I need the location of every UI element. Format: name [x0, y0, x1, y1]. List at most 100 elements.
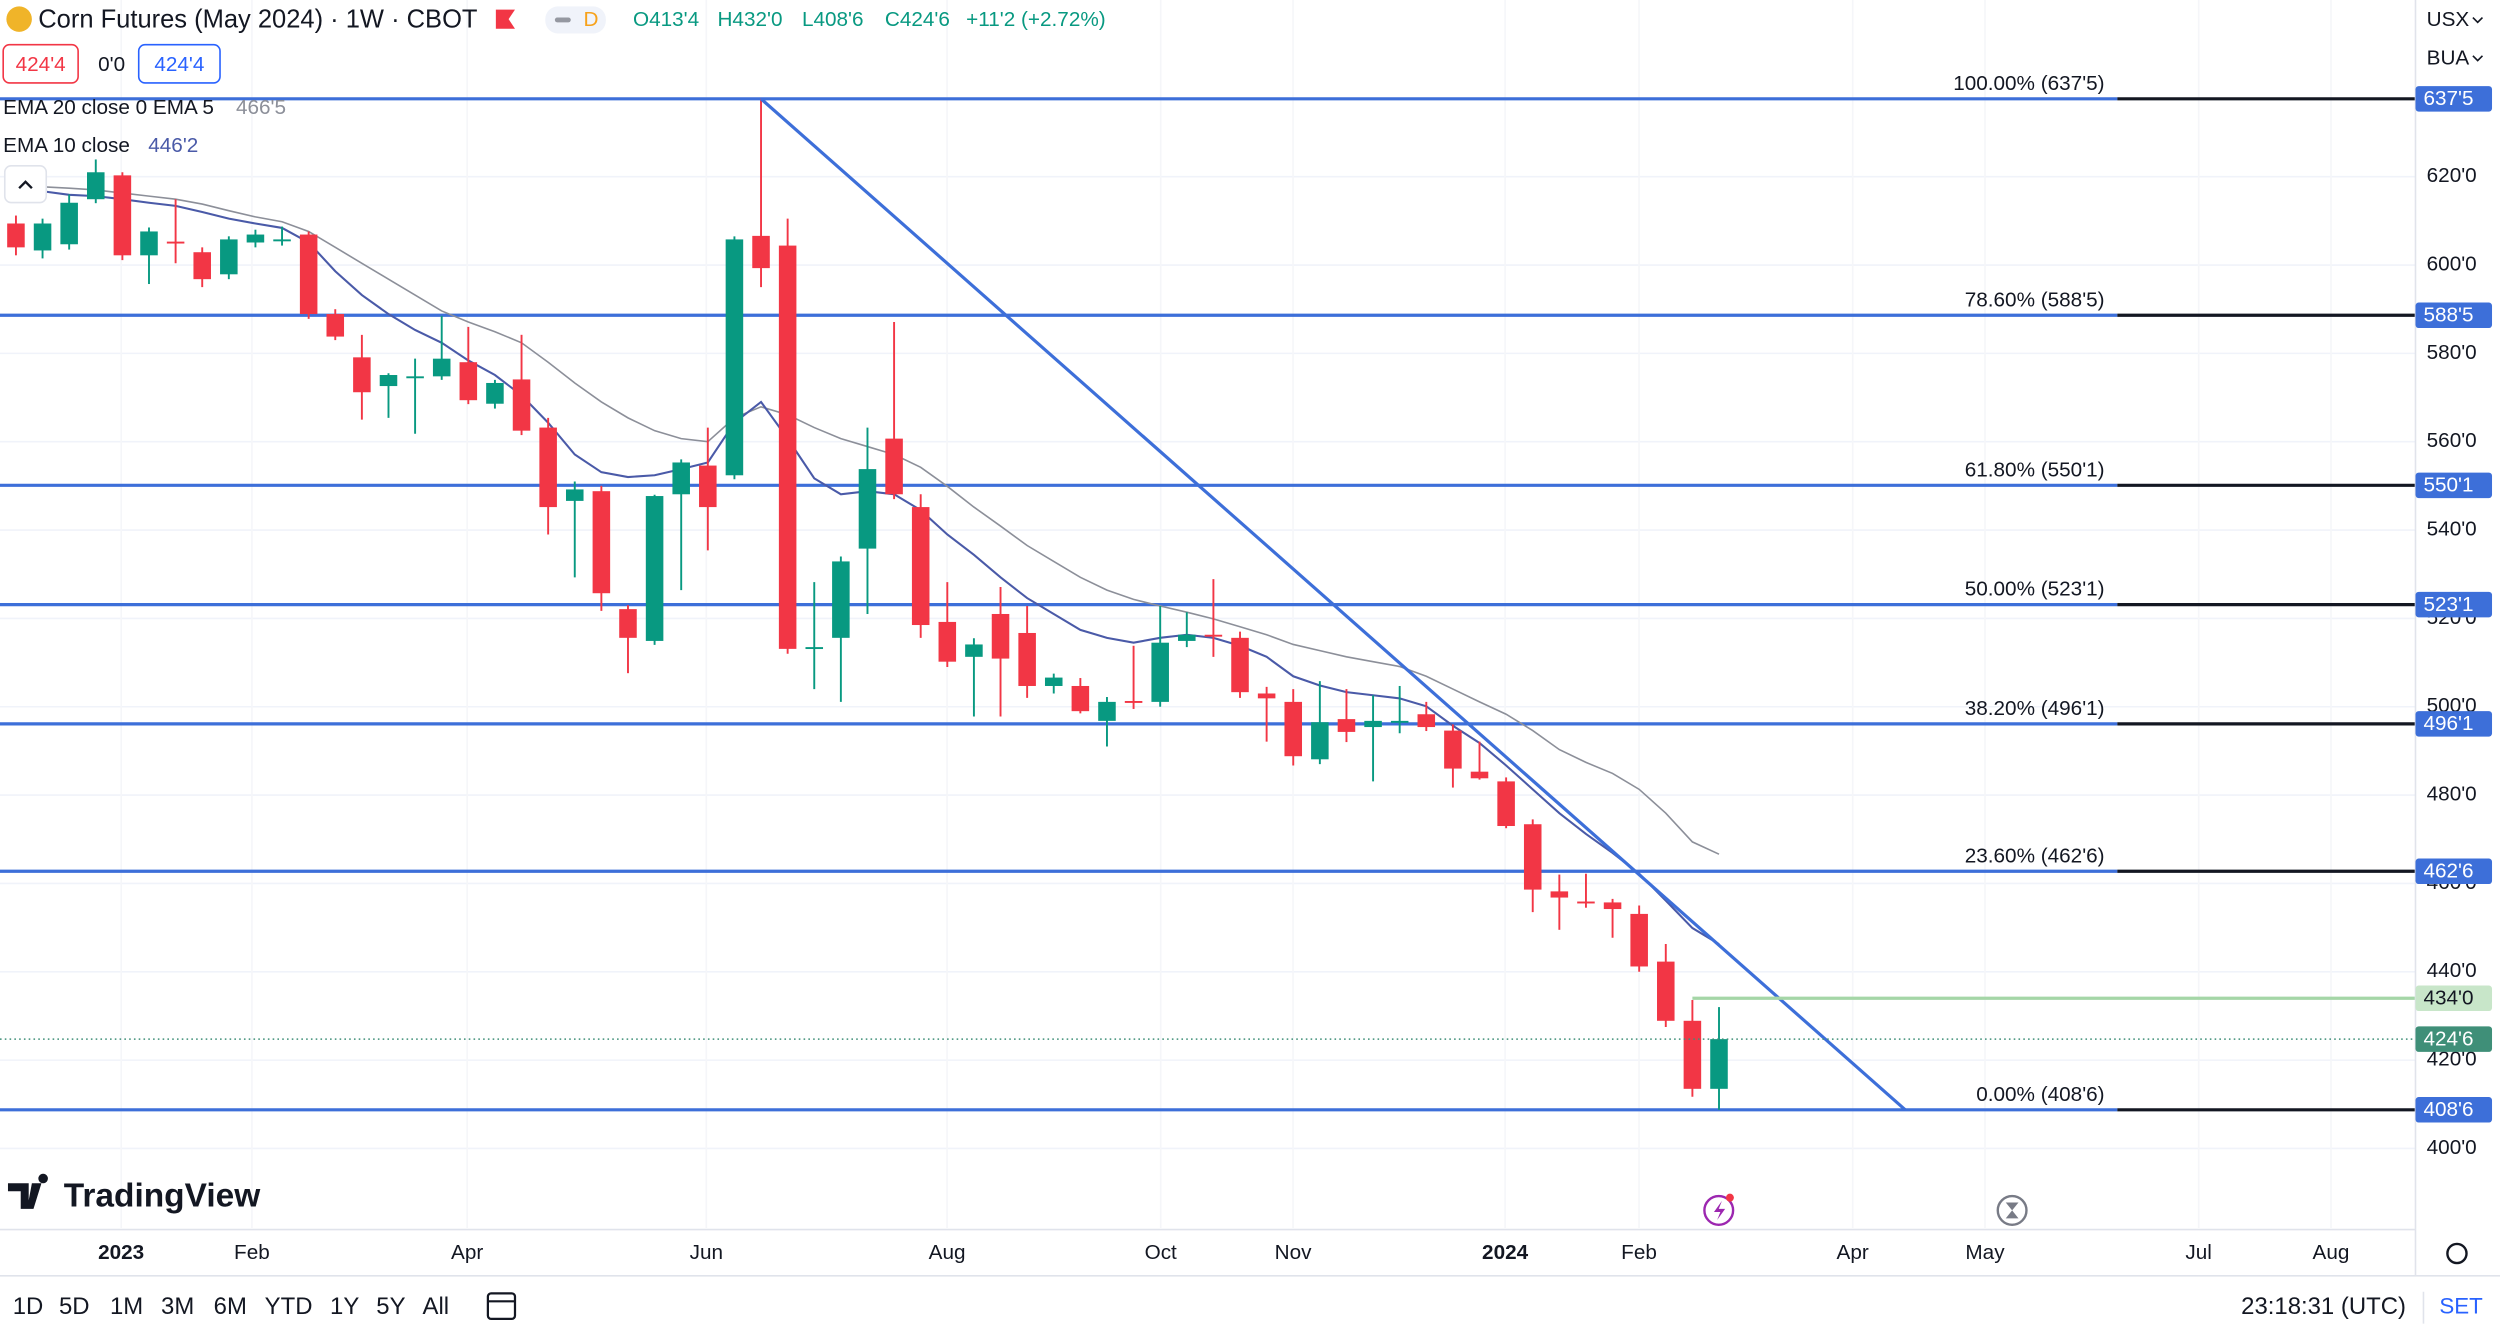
ohlc-value: C424'6	[885, 8, 950, 31]
branding: TradingView	[64, 1178, 261, 1215]
candle-body	[140, 231, 158, 256]
candle-body	[778, 245, 797, 649]
settings-button[interactable]: SET	[2439, 1294, 2483, 1319]
price-tag	[2415, 1097, 2493, 1123]
candle-body	[752, 235, 770, 269]
range-button[interactable]: 1D	[13, 1293, 44, 1320]
candle-body	[512, 379, 531, 431]
collapse-icon	[18, 180, 33, 190]
chevron	[2472, 16, 2484, 24]
price-tag	[2415, 1026, 2493, 1052]
candle-body	[1550, 891, 1569, 898]
x-tick-label: Feb	[234, 1241, 270, 1264]
range-button[interactable]: 1M	[110, 1293, 143, 1320]
candle-body	[991, 613, 1010, 659]
x-tick-label: Jul	[2185, 1241, 2211, 1264]
candle-body	[1204, 634, 1223, 637]
candle-body	[672, 462, 690, 495]
buy-price: 424'4	[154, 53, 204, 76]
events-dot	[1725, 1193, 1734, 1202]
candle-body	[1231, 637, 1249, 693]
candle-body	[699, 465, 717, 508]
plot: 100.00% (637'5) 78.60% (588'5) 61.80% (550…	[0, 72, 2416, 1112]
candle-body	[1257, 693, 1276, 699]
flag-icon[interactable]	[495, 9, 515, 29]
range-button[interactable]: 5Y	[376, 1293, 405, 1320]
candle-body	[299, 234, 318, 315]
calendar-icon[interactable]	[486, 1292, 517, 1320]
events-icon[interactable]	[1703, 1194, 1735, 1226]
x-tick-label: Jun	[690, 1241, 723, 1264]
price-tag-label: 408'6	[2423, 1098, 2473, 1121]
price-tag	[2415, 858, 2493, 885]
price-tag	[2415, 985, 2493, 1012]
range-button[interactable]: YTD	[265, 1293, 313, 1320]
x-tick-label: Apr	[451, 1241, 483, 1264]
ohlc-value: L408'6	[802, 8, 864, 31]
candle-body	[1497, 781, 1515, 827]
candle-body	[113, 175, 132, 256]
candle-body	[166, 241, 185, 244]
replay-icon[interactable]	[1996, 1194, 2028, 1226]
fib-label: 61.80% (550'1)	[1965, 458, 2105, 481]
range-button[interactable]: 5D	[59, 1293, 90, 1320]
legend-value: 446'2	[148, 134, 198, 157]
legend-value: 466'5	[236, 96, 286, 119]
candle-body	[619, 609, 637, 638]
range-button[interactable]: 3M	[161, 1293, 194, 1320]
range-buttons: 1D 5D 1M 3M 6M YTD 1Y 5Y All	[13, 1293, 449, 1320]
candle-body	[33, 223, 52, 251]
candle-body	[1390, 720, 1409, 723]
fib-label: 23.60% (462'6)	[1965, 844, 2105, 867]
candle-body	[193, 252, 211, 280]
settings-icon[interactable]	[2446, 1242, 2468, 1265]
candle-body	[379, 375, 398, 387]
candle-body	[406, 376, 424, 379]
price-tag-label: 550'1	[2423, 474, 2473, 497]
logo-icon	[7, 1173, 48, 1209]
x-tick-label: Feb	[1621, 1241, 1657, 1264]
y-tick-label: 420'0	[2427, 1048, 2477, 1071]
candle-body	[911, 507, 930, 626]
trendline	[759, 97, 1907, 1111]
candle-body	[1124, 700, 1143, 703]
y-tick-label: 480'0	[2427, 783, 2477, 806]
badge-dash	[554, 17, 571, 23]
candle-body	[1044, 677, 1063, 686]
price-tag-label: 424'6	[2423, 1027, 2473, 1050]
symbol-title[interactable]: Corn Futures (May 2024) · 1W · CBOT	[38, 5, 477, 33]
candle-body	[645, 496, 664, 641]
sell-box[interactable]	[2, 43, 79, 84]
symbol-icon	[6, 6, 32, 32]
currency[interactable]: USX	[2427, 8, 2470, 31]
range-button[interactable]: 1Y	[330, 1293, 359, 1320]
collapse-button[interactable]	[3, 165, 48, 204]
x-tick-label: 2024	[1482, 1241, 1529, 1264]
candle-body	[1683, 1020, 1702, 1089]
y-tick-label: 620'0	[2427, 164, 2477, 187]
range-button[interactable]: 6M	[214, 1293, 247, 1320]
clock: 23:18:31 (UTC)	[2241, 1293, 2406, 1320]
ohlc-value: H432'0	[717, 8, 782, 31]
candle-body	[938, 621, 957, 662]
candle-body	[273, 239, 291, 242]
y-tick-label: 440'0	[2427, 959, 2477, 982]
range-button[interactable]: All	[423, 1293, 450, 1320]
price-tag	[2415, 591, 2493, 618]
candle-body	[1417, 714, 1436, 728]
y-tick-label: 560'0	[2427, 429, 2477, 452]
x-tick-label: Nov	[1275, 1241, 1312, 1264]
price-tag	[2415, 302, 2493, 329]
candle-body	[592, 491, 611, 594]
candle-body	[539, 427, 557, 508]
buy-box[interactable]	[137, 43, 221, 84]
unit[interactable]: BUA	[2427, 46, 2470, 69]
candle-body	[1178, 634, 1196, 641]
y-tick-label: 600'0	[2427, 252, 2477, 275]
candle-body	[326, 314, 345, 337]
candle-body	[1657, 961, 1675, 1021]
candle-body	[220, 239, 238, 275]
interval-badge: D	[584, 8, 599, 31]
